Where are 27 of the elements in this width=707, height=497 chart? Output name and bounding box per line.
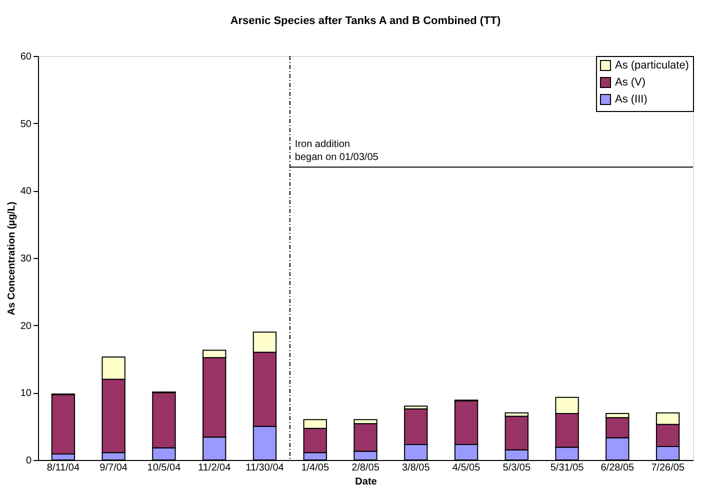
x-tick-label: 9/7/04 [100,462,128,474]
y-tick-label: 40 [20,186,32,198]
x-tick-label: 5/31/05 [550,462,584,474]
legend-label: As (particulate) [615,60,689,72]
legend-label: As (III) [615,94,648,106]
legend-label: As (V) [615,76,646,88]
x-tick-label: 11/30/04 [246,462,284,474]
x-tick-label: 10/5/04 [147,462,182,474]
y-tick-label: 10 [20,388,32,400]
y-tick-label: 50 [20,118,32,130]
x-tick-label: 8/11/04 [46,462,80,474]
x-axis-title: Date [355,476,378,488]
y-axis-title: As Concentration (µg/L) [6,202,18,316]
y-tick-label: 20 [20,320,32,332]
y-tick-label: 60 [20,52,32,62]
x-tick-label: 4/5/05 [452,462,481,474]
x-tick-label: 1/4/05 [301,462,330,474]
chart-title: Arsenic Species after Tanks A and B Combined (TT) [230,15,502,27]
x-tick-label: 2/8/05 [352,462,380,474]
x-tick-label: 5/3/05 [502,462,531,474]
y-tick-label: 30 [20,254,32,264]
x-tick-label: 11/2/04 [198,462,232,474]
x-tick-label: 7/26/05 [651,462,685,474]
x-tick-label: 3/8/05 [402,462,430,474]
x-tick-label: 6/28/05 [600,462,635,474]
y-tick-label: 0 [26,456,32,466]
annotation: Iron addition began on 01/03/05 [294,139,379,164]
